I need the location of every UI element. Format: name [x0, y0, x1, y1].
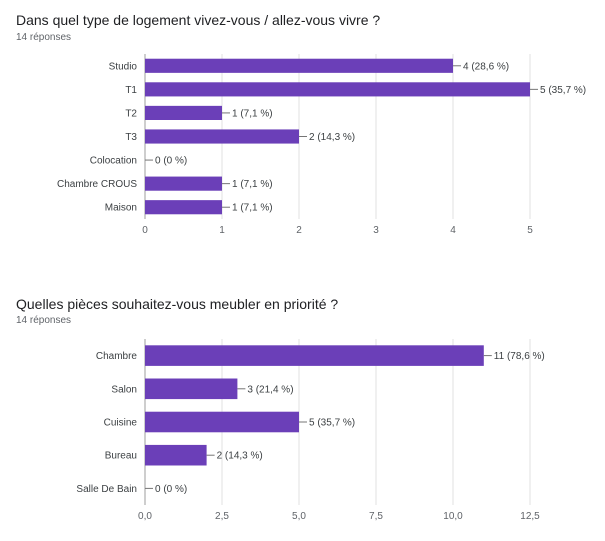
data-label: 11 (78,6 %) — [494, 351, 545, 362]
category-label: Colocation — [90, 156, 137, 167]
x-tick-label: 0,0 — [138, 511, 152, 522]
category-label: Studio — [109, 61, 138, 72]
x-tick-label: 3 — [373, 225, 379, 236]
x-tick-label: 0 — [142, 225, 148, 236]
chart-title: Quelles pièces souhaitez-vous meubler en… — [16, 296, 339, 312]
category-label: Salle De Bain — [76, 484, 137, 495]
category-label: T1 — [125, 85, 137, 96]
chart-title: Dans quel type de logement vivez-vous / … — [16, 12, 381, 28]
data-label: 5 (35,7 %) — [309, 418, 355, 429]
category-label: T3 — [125, 132, 137, 143]
data-label: 2 (14,3 %) — [309, 132, 355, 143]
category-label: Bureau — [105, 451, 137, 462]
x-tick-label: 12,5 — [520, 511, 540, 522]
x-tick-label: 5 — [527, 225, 533, 236]
bar — [145, 200, 222, 215]
x-tick-label: 1 — [219, 225, 225, 236]
data-label: 1 (7,1 %) — [232, 179, 273, 190]
category-label: Chambre CROUS — [57, 179, 137, 190]
x-tick-label: 2 — [296, 225, 302, 236]
bar — [145, 105, 222, 120]
response-count: 14 réponses — [16, 32, 72, 43]
data-label: 1 (7,1 %) — [232, 108, 273, 119]
data-label: 5 (35,7 %) — [540, 85, 586, 96]
bar — [145, 129, 299, 144]
bar — [145, 444, 207, 466]
data-label: 0 (0 %) — [155, 484, 187, 495]
bar — [145, 58, 453, 73]
category-label: Maison — [105, 203, 137, 214]
x-tick-label: 7,5 — [369, 511, 383, 522]
data-label: 0 (0 %) — [155, 156, 187, 167]
bar — [145, 345, 484, 366]
bar — [145, 176, 222, 191]
data-label: 1 (7,1 %) — [232, 203, 273, 214]
x-tick-label: 5,0 — [292, 511, 306, 522]
bar — [145, 378, 238, 400]
category-label: Cuisine — [104, 418, 138, 429]
data-label: 3 (21,4 %) — [247, 384, 293, 395]
data-label: 4 (28,6 %) — [463, 61, 509, 72]
x-tick-label: 4 — [450, 225, 456, 236]
response-count: 14 réponses — [16, 315, 72, 326]
x-tick-label: 10,0 — [443, 511, 463, 522]
x-tick-label: 2,5 — [215, 511, 229, 522]
data-label: 2 (14,3 %) — [217, 451, 263, 462]
category-label: Salon — [111, 384, 137, 395]
category-label: T2 — [125, 108, 137, 119]
bar — [145, 411, 299, 433]
category-label: Chambre — [96, 351, 138, 362]
bar-chart-logement: 0 1 2 3 4 5 Studio 4 (28,6 %) T1 5 (35,7 %) T2 1 (7… — [57, 54, 586, 236]
bar — [145, 82, 530, 97]
